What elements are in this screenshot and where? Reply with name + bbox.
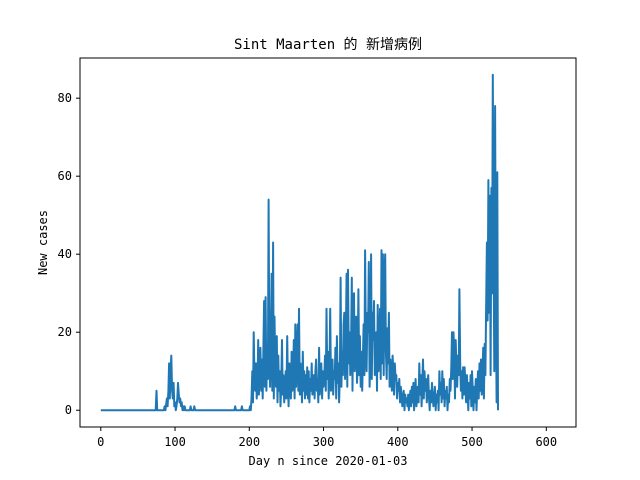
plot-area <box>79 57 577 428</box>
plot-frame <box>79 57 577 428</box>
x-tick-label: 200 <box>238 435 260 449</box>
x-tick-label: 300 <box>313 435 335 449</box>
y-tick-label: 40 <box>58 247 72 261</box>
chart-title: Sint Maarten 的 新增病例 <box>234 37 422 53</box>
x-axis-label: Day n since 2020-01-03 <box>249 454 408 468</box>
y-tick-label: 0 <box>65 403 72 417</box>
x-tick-label: 600 <box>535 435 557 449</box>
x-axis: 0 100 200 300 400 500 600 <box>97 427 557 449</box>
y-axis-label: New cases <box>36 210 50 275</box>
y-tick-label: 80 <box>58 91 72 105</box>
y-axis: 0 20 40 60 80 <box>58 91 80 417</box>
y-tick-label: 20 <box>58 325 72 339</box>
x-tick-label: 400 <box>387 435 409 449</box>
x-tick-label: 100 <box>164 435 186 449</box>
x-tick-label: 0 <box>97 435 104 449</box>
y-tick-label: 60 <box>58 169 72 183</box>
x-tick-label: 500 <box>461 435 483 449</box>
series-line <box>100 73 499 412</box>
